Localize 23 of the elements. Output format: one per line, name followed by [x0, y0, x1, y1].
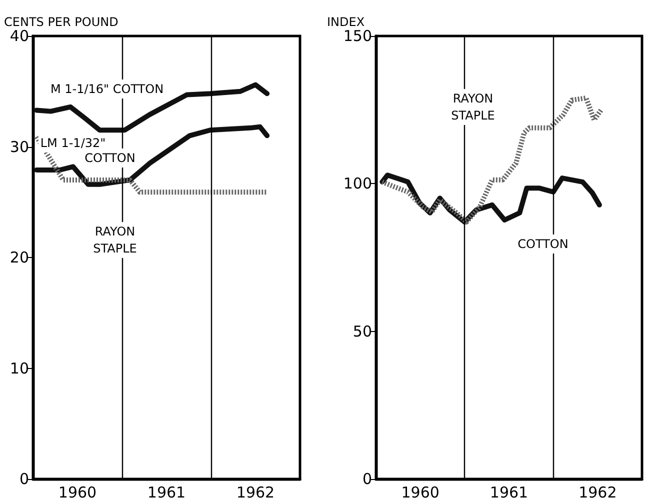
y-tick-label: 0: [362, 470, 372, 488]
y-tick-label: 40: [10, 27, 29, 45]
annotation: COTTON: [518, 237, 568, 251]
x-tick-label: 1960: [58, 484, 97, 502]
annotation: RAYON STAPLE: [451, 92, 495, 122]
y-tick-label: 150: [343, 27, 372, 45]
y-tick-label: 50: [352, 322, 372, 340]
annotation: M 1-1/16" COTTON: [50, 82, 164, 96]
annotation: COTTON: [84, 151, 136, 165]
annotation: RAYON STAPLE: [93, 224, 137, 256]
y-tick-label: 20: [10, 248, 29, 266]
x-tick-label: 1960: [401, 484, 440, 502]
x-tick-label: 1962: [236, 484, 275, 502]
y-tick-label: 30: [10, 138, 29, 156]
y-axis-title: CENTS PER POUND: [4, 15, 118, 29]
x-tick-label: 1961: [147, 484, 186, 502]
y-tick-label: 0: [19, 470, 29, 488]
y-tick-label: 100: [343, 174, 372, 193]
y-axis-title: INDEX: [327, 15, 365, 29]
x-tick-label: 1962: [578, 484, 617, 502]
annotation: LM 1-1/32": [40, 136, 106, 150]
y-tick-label: 10: [10, 359, 29, 378]
x-tick-label: 1961: [490, 484, 528, 502]
